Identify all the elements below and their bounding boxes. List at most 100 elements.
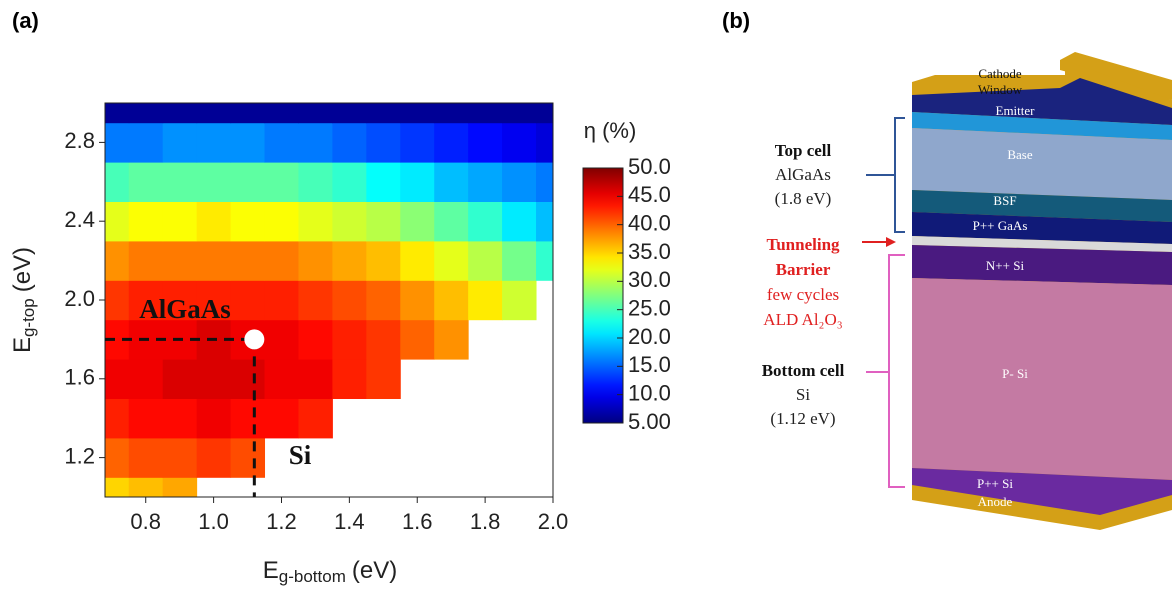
heat-cell: [502, 103, 537, 124]
heat-cell: [298, 398, 333, 439]
layer-label: Anode: [978, 494, 1013, 509]
heat-cell: [105, 280, 130, 321]
bottom-cell-label: Bottom cell: [762, 361, 845, 380]
heat-cell: [502, 240, 537, 281]
colorbar-tick-label: 40.0: [628, 210, 671, 235]
window: [912, 78, 1172, 125]
heat-cell: [298, 280, 333, 321]
panel-label: (a): [12, 8, 39, 33]
heat-cell: [264, 359, 299, 399]
heat-cell: [332, 280, 367, 321]
colorbar-tick-label: 15.0: [628, 352, 671, 377]
x-label-sub: g-bottom: [279, 567, 346, 586]
y-tick-label: 2.0: [64, 286, 95, 311]
annotation: AlGaAs: [139, 294, 231, 324]
bsf: [912, 190, 1172, 222]
p-gaas: [912, 212, 1172, 244]
x-tick-label: 1.8: [470, 509, 501, 534]
bottom-cell-bracket: [888, 254, 905, 488]
heat-cell: [400, 240, 435, 281]
heat-cell: [332, 240, 367, 281]
heat-cell: [162, 103, 198, 124]
barrier-label: ALD Al₂O₃: [763, 310, 842, 329]
heat-cell: [264, 162, 299, 202]
heat-cell: [128, 201, 164, 242]
colorbar-tick-label: 30.0: [628, 267, 671, 292]
heat-cell: [105, 437, 130, 478]
heat-cell: [400, 162, 435, 202]
heat-cell: [128, 477, 164, 497]
barrier-arrowhead: [886, 237, 896, 247]
heat-cell: [264, 280, 299, 321]
heat-cell: [162, 122, 198, 163]
heat-cell: [264, 319, 299, 360]
diagram-labels: Top cell AlGaAs (1.8 eV) Tunneling Barri…: [762, 141, 845, 428]
layer-label: BSF: [993, 193, 1016, 208]
x-tick-label: 0.8: [130, 509, 161, 534]
top-cell-label: (1.8 eV): [775, 189, 832, 208]
heat-cell: [332, 201, 367, 242]
heat-cell: [230, 359, 266, 399]
heat-cell: [264, 122, 299, 163]
heat-cell: [196, 103, 232, 124]
heat-cell: [105, 201, 130, 242]
heat-cell: [298, 162, 333, 202]
x-tick-label: 2.0: [538, 509, 569, 534]
heat-cell: [502, 280, 537, 321]
heat-cell: [366, 319, 401, 360]
bottom-cell-label: Si: [796, 385, 810, 404]
heat-cell: [434, 240, 469, 281]
heat-cell: [162, 240, 198, 281]
heat-cell: [434, 319, 469, 360]
heat-cell: [230, 240, 266, 281]
heat-cell: [434, 201, 469, 242]
barrier-label: Tunneling: [766, 235, 840, 254]
top-cell-label: AlGaAs: [775, 165, 831, 184]
heat-cell: [162, 437, 198, 478]
heat-cell: [468, 103, 503, 124]
heatmap: [105, 103, 553, 497]
heat-cell: [128, 398, 164, 439]
marker-point: [244, 329, 265, 350]
heat-cell: [230, 437, 266, 478]
x-label-main: E: [263, 557, 279, 584]
heat-cell: [128, 280, 164, 321]
cathode-top: [1060, 52, 1172, 100]
layer-label: Window: [978, 82, 1023, 97]
y-label-unit: (eV): [9, 247, 36, 292]
heat-cell: [105, 477, 130, 497]
x-label-unit: (eV): [352, 557, 397, 584]
heat-cell: [298, 359, 333, 399]
colorbar: [582, 167, 624, 424]
x-tick-label: 1.2: [266, 509, 297, 534]
heat-cell: [502, 201, 537, 242]
top-cell-bracket: [894, 117, 905, 233]
layer-label: Emitter: [996, 103, 1036, 118]
barrier-layer: [912, 236, 1172, 252]
layer-label: P- Si: [1002, 366, 1028, 381]
heat-cell: [162, 201, 198, 242]
heat-cell: [332, 103, 367, 124]
heat-cell: [366, 280, 401, 321]
heat-cell: [196, 359, 232, 399]
heat-cell: [128, 240, 164, 281]
heat-cell: [105, 122, 130, 163]
heat-cell: [196, 280, 232, 321]
heat-cell: [536, 103, 553, 124]
heat-cell: [128, 437, 164, 478]
heat-cell: [196, 398, 232, 439]
heat-cell: [468, 280, 503, 321]
p-si: [912, 278, 1172, 480]
heat-cell: [366, 103, 401, 124]
heat-cell: [162, 359, 198, 399]
annotation: Si: [289, 440, 312, 470]
heat-cell: [230, 398, 266, 439]
n-si: [912, 245, 1172, 285]
heat-cell: [332, 122, 367, 163]
y-label-sub: g-top: [19, 298, 38, 337]
colorbar-title: η (%): [584, 118, 637, 143]
layer-label: Cathode: [978, 66, 1022, 81]
heat-cell: [298, 201, 333, 242]
heat-cell: [434, 280, 469, 321]
